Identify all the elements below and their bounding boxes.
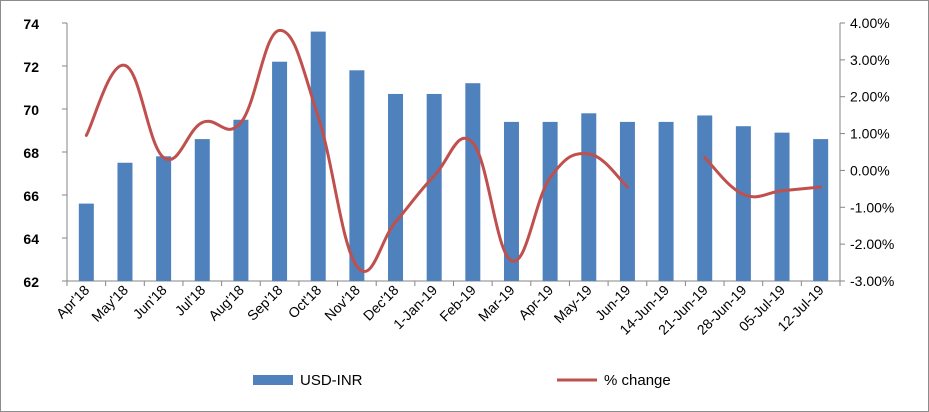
line-group — [84, 28, 823, 273]
legend-label-usd-inr: USD-INR — [300, 372, 363, 389]
labels-group: 62 64 66 68 70 72 74 -3.00% -2.00% -1.00% 0.00% 1.0… — [23, 15, 894, 338]
series-line-pct-change — [703, 156, 823, 199]
x-tick-label: Oct'18 — [285, 282, 325, 322]
right-tick-label: 2.00% — [850, 89, 890, 105]
x-tick-label: Feb-19 — [436, 282, 479, 325]
x-tick-label: Sep'18 — [244, 282, 286, 324]
x-tick-label: Jul'18 — [172, 282, 209, 319]
bar — [388, 93, 404, 281]
left-tick-label: 66 — [23, 188, 39, 204]
bar — [542, 121, 558, 282]
x-tick-label: Mar-19 — [475, 282, 518, 325]
bar — [581, 113, 597, 281]
bar — [156, 156, 172, 281]
x-tick-label: Apr'18 — [53, 282, 93, 322]
bar — [465, 83, 481, 281]
bar — [658, 121, 674, 282]
x-tick-label: Jun'18 — [130, 282, 170, 322]
right-tick-label: 1.00% — [850, 126, 890, 142]
right-tick-label: 3.00% — [850, 52, 890, 68]
bar — [619, 121, 635, 282]
bar — [735, 126, 751, 281]
x-tick-label: Nov'18 — [321, 282, 363, 324]
bar — [813, 139, 829, 281]
legend-group: USD-INR % change — [253, 372, 671, 389]
right-tick-label: 0.00% — [850, 162, 890, 178]
x-tick-label: May-19 — [551, 282, 595, 326]
x-tick-label: Aug'18 — [205, 282, 247, 324]
bar — [349, 70, 365, 281]
bar — [78, 203, 94, 281]
series-line-pct-change — [84, 28, 629, 273]
bar — [233, 119, 249, 281]
left-tick-label: 64 — [23, 231, 39, 247]
bar — [272, 61, 288, 282]
left-tick-label: 70 — [23, 102, 39, 118]
right-tick-label: -2.00% — [850, 236, 894, 252]
left-tick-label: 74 — [23, 16, 39, 32]
legend-swatch-usd-inr — [253, 375, 293, 385]
bars-group — [78, 31, 829, 282]
bar — [117, 162, 133, 281]
legend-label-pct-change: % change — [604, 372, 671, 389]
right-tick-label: -1.00% — [850, 199, 894, 215]
bar — [310, 31, 326, 281]
bar — [697, 115, 713, 281]
bar — [503, 121, 519, 282]
left-tick-label: 68 — [23, 145, 39, 161]
right-tick-label: -3.00% — [850, 273, 894, 289]
bar — [426, 93, 442, 281]
x-tick-label: Apr-19 — [515, 282, 556, 323]
left-tick-label: 72 — [23, 59, 39, 75]
right-tick-label: 4.00% — [850, 15, 890, 31]
bar — [774, 132, 790, 281]
left-tick-label: 62 — [23, 274, 39, 290]
bar — [194, 139, 210, 281]
x-tick-label: May'18 — [88, 282, 131, 325]
